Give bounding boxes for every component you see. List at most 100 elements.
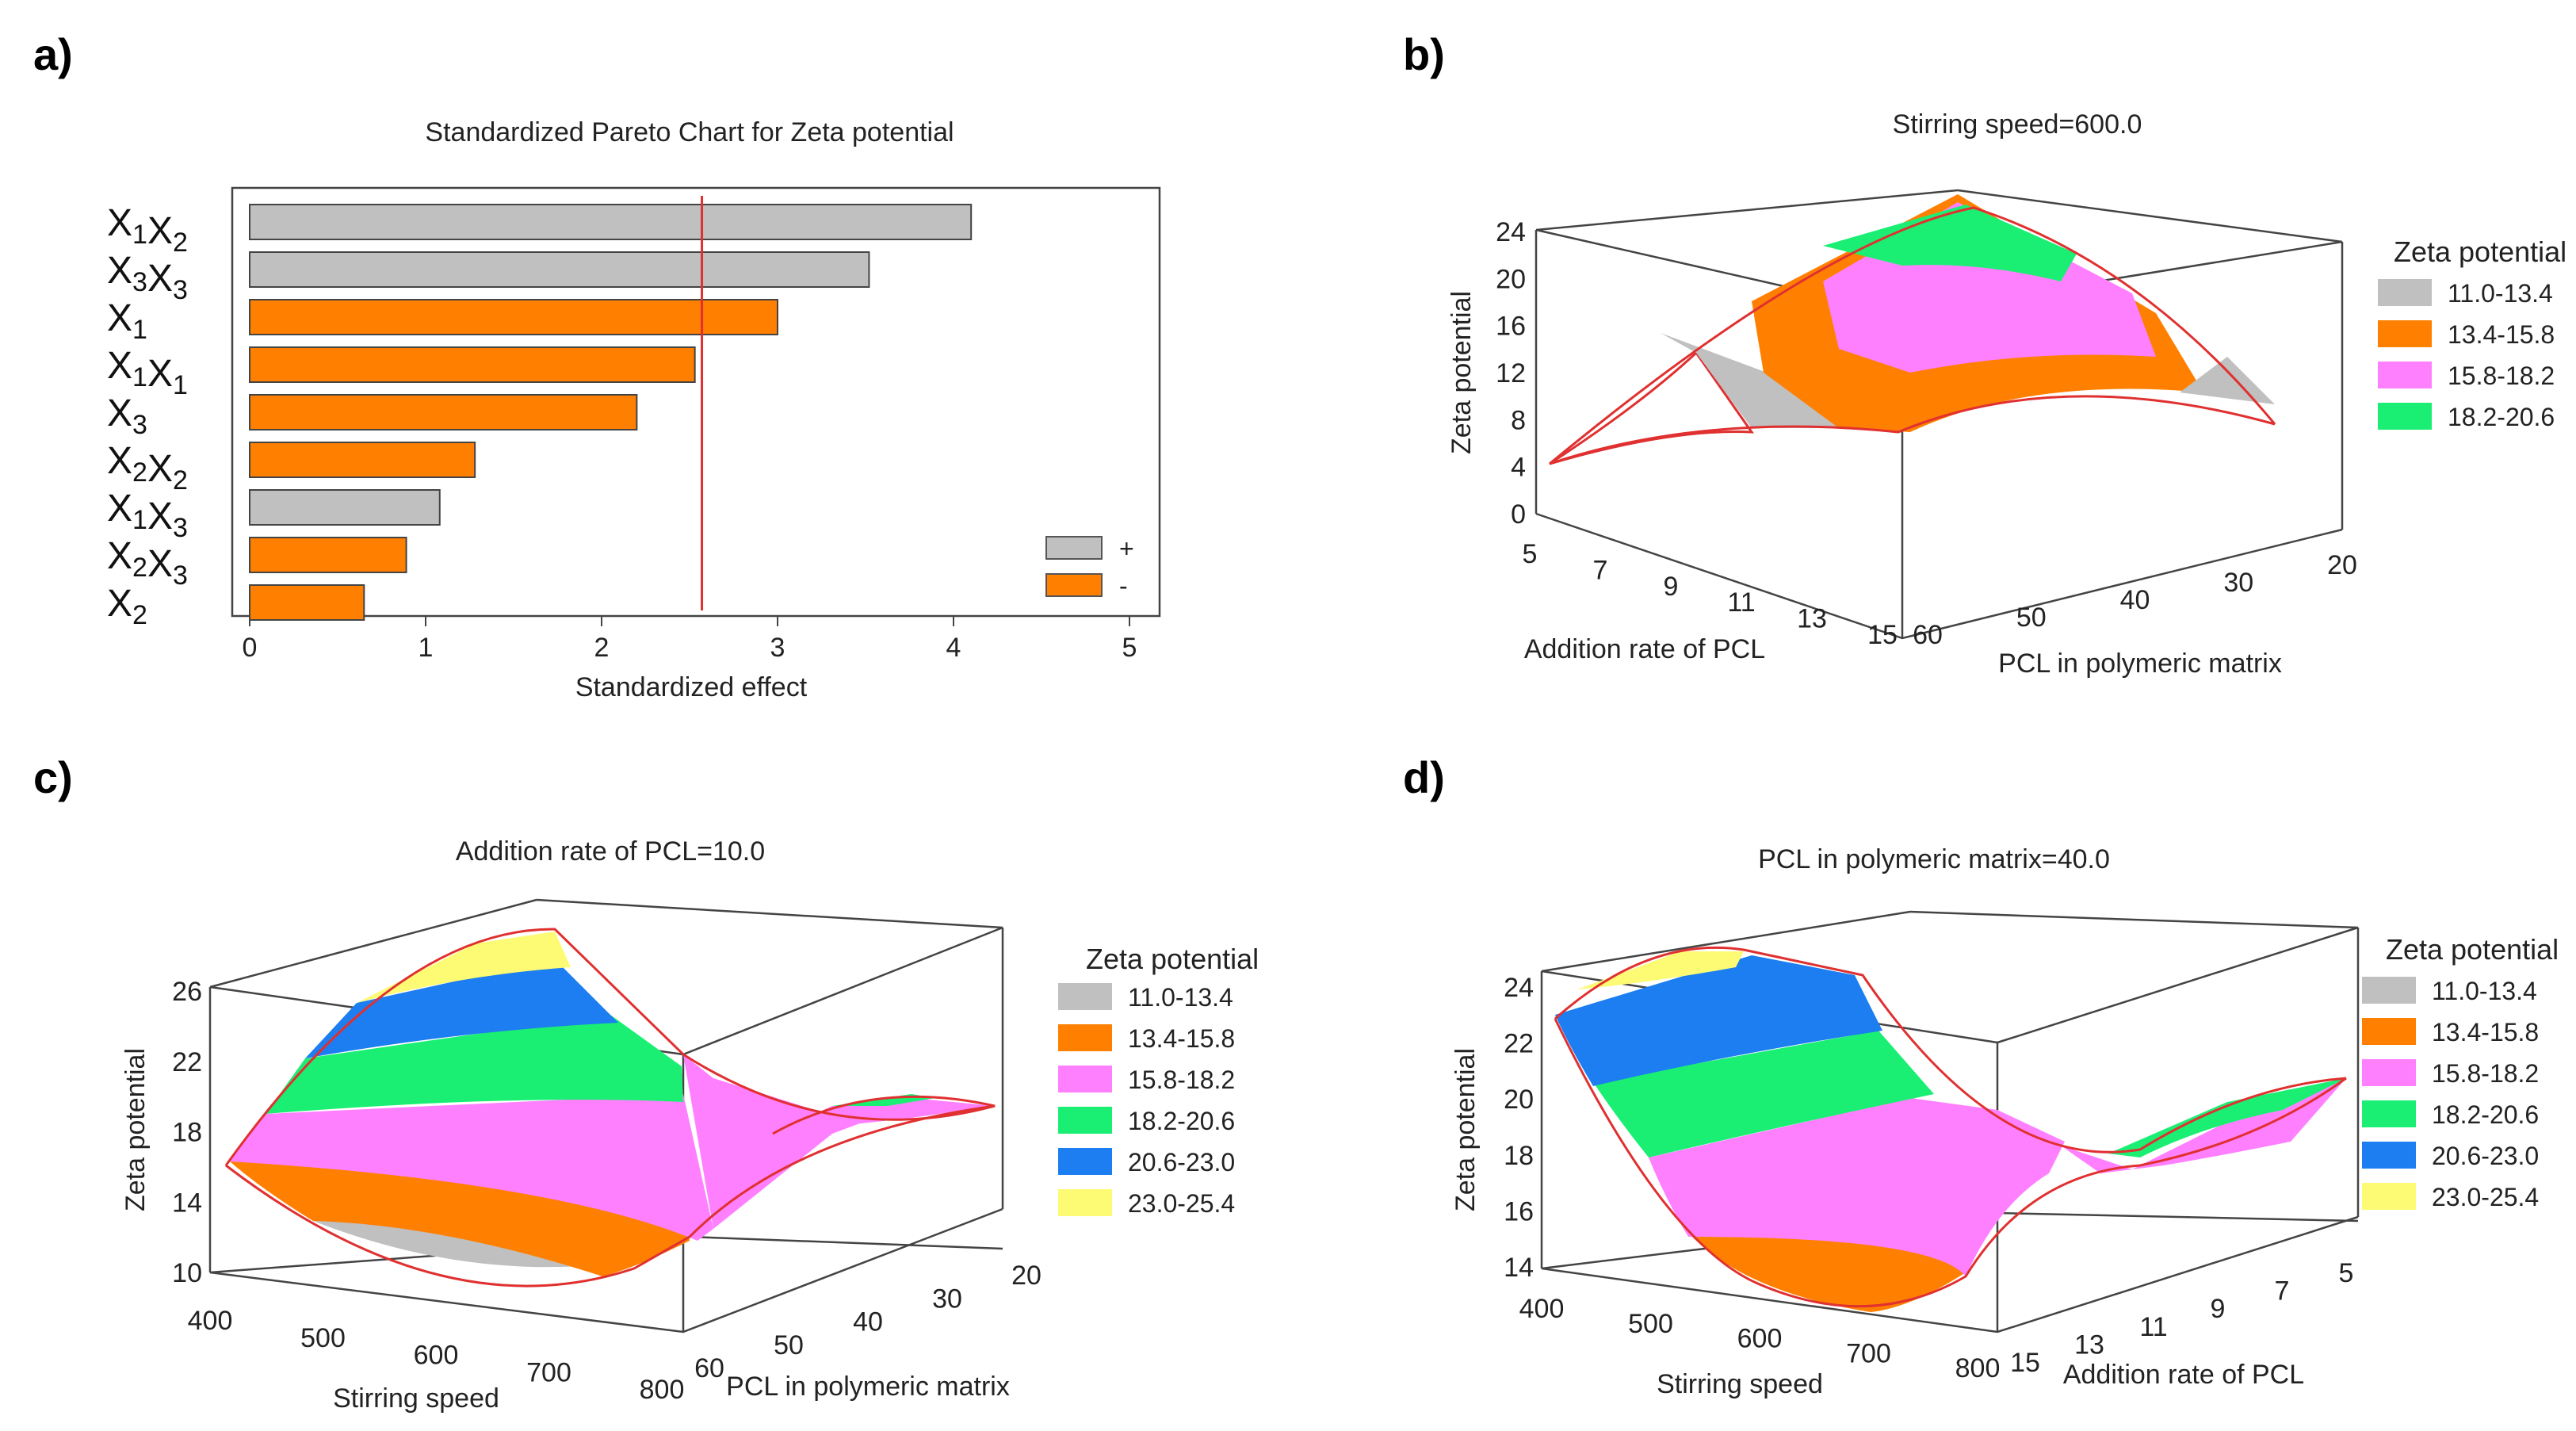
surface-d-legend: 11.0-13.4 13.4-15.8 15.8-18.2 18.2-20.6 20.6…: [2362, 977, 2539, 1211]
surface-c-patch-wing-magenta: [683, 1054, 896, 1229]
axis-tick-label: 20: [1496, 264, 1526, 294]
legend-swatch: [1058, 1024, 1112, 1051]
legend-swatch: [2362, 1018, 2416, 1045]
pareto-tick-label: 5: [1122, 633, 1137, 663]
pareto-bar: [249, 251, 870, 288]
panel-b: b) Stirring speed=600.0 Zeta potential 0…: [1403, 29, 2566, 679]
surface-d-title: PCL in polymeric matrix=40.0: [1758, 844, 2110, 874]
surface-b-floor-front: [1535, 512, 2343, 640]
surface-c-legend: 11.0-13.4 13.4-15.8 15.8-18.2 18.2-20.6 20.6…: [1058, 983, 1235, 1218]
legend-label: 13.4-15.8: [1128, 1024, 1235, 1053]
surface-b-patch-gray-right: [2180, 357, 2275, 404]
surface-b-top-right: [1957, 189, 2343, 243]
surface-d-ylabel: Addition rate of PCL: [2063, 1360, 2304, 1390]
legend-label: 11.0-13.4: [2432, 977, 2537, 1005]
surface-c-ylabel: PCL in polymeric matrix: [726, 1372, 1010, 1402]
axis-tick-label: 15: [1867, 620, 1898, 650]
pareto-legend-plus-swatch: [1045, 536, 1103, 560]
axis-tick-label: 11: [1727, 587, 1755, 618]
pareto-bar: [249, 346, 696, 383]
axis-tick-label: 30: [2223, 568, 2253, 598]
surface-c-yticks: 60 50 40 30 20: [694, 1261, 1041, 1383]
pareto-bar: [249, 299, 778, 335]
surface-d-bottom-outline: [1554, 1018, 2347, 1308]
surface-b-legend: 11.0-13.4 13.4-15.8 15.8-18.2 18.2-20.6: [2378, 279, 2555, 431]
pareto-tick-label: 2: [594, 633, 610, 663]
surface-c-patch-wing-tip: [773, 1098, 995, 1134]
axis-tick-label: 18: [172, 1118, 202, 1148]
surface-b-top-outline: [1549, 206, 2276, 465]
axis-tick-label: 5: [2339, 1258, 2354, 1288]
surface-d-floor-front: [1541, 1215, 2359, 1333]
pareto-category-label: X2X2: [107, 440, 188, 495]
pareto-category-label: X3: [107, 392, 147, 440]
axis-tick-label: 7: [2275, 1276, 2290, 1307]
pareto-category-label: X1X2: [107, 202, 188, 258]
pareto-category-label: X2X3: [107, 535, 188, 591]
axis-tick-label: 15: [2010, 1348, 2040, 1378]
axis-tick-label: 30: [932, 1284, 962, 1314]
surface-b-yticks: 60 50 40 30 20: [1913, 550, 2357, 650]
axis-tick-label: 7: [1593, 555, 1608, 585]
surface-d-top-left: [1541, 910, 1911, 973]
surface-b-surface: [1549, 194, 2276, 465]
axis-tick-label: 400: [188, 1306, 233, 1336]
surface-d-top-back: [1909, 910, 2359, 929]
axis-tick-label: 700: [1846, 1338, 1891, 1368]
surface-b-legend-title: Zeta potential: [2394, 235, 2566, 268]
axis-tick-label: 5: [1523, 539, 1538, 569]
axis-tick-label: 20: [1011, 1261, 1041, 1291]
axis-tick-label: 13: [2074, 1330, 2104, 1360]
surface-c-floor-back: [689, 1235, 1003, 1250]
pareto-plot-frame: [231, 186, 1161, 618]
axis-tick-label: 600: [1737, 1324, 1783, 1354]
axis-tick-label: 16: [1496, 312, 1526, 342]
surface-d-zticks: 14 16 18 20 22 24: [1504, 973, 1534, 1283]
legend-label: 11.0-13.4: [2448, 279, 2553, 308]
pareto-bars: [249, 204, 973, 621]
axis-tick-label: 400: [1519, 1294, 1565, 1324]
axis-tick-label: 14: [172, 1188, 202, 1218]
pareto-tick-label: 3: [770, 633, 785, 663]
surface-c-xticks: 400 500 600 700 800: [188, 1306, 685, 1405]
surface-b-patch-gray-left: [1661, 333, 1851, 428]
axis-tick-label: 500: [1628, 1309, 1673, 1339]
pareto-title: Standardized Pareto Chart for Zeta poten…: [425, 117, 954, 147]
legend-label: 11.0-13.4: [1128, 983, 1233, 1012]
legend-label: 20.6-23.0: [1128, 1148, 1235, 1177]
axis-tick-label: 10: [172, 1258, 202, 1288]
axis-tick-label: 13: [1797, 604, 1827, 634]
pareto-x-ticks: 0 1 2 3 4 5: [243, 616, 1137, 663]
legend-label: 15.8-18.2: [2448, 362, 2555, 390]
pareto-bar: [249, 584, 365, 621]
surface-b-xlabel: Addition rate of PCL: [1524, 634, 1765, 664]
legend-label: 15.8-18.2: [1128, 1066, 1235, 1094]
axis-tick-label: 60: [694, 1353, 724, 1383]
axis-tick-label: 60: [1913, 620, 1943, 650]
pareto-category-label: X1X3: [107, 488, 188, 543]
axis-tick-label: 50: [774, 1330, 804, 1360]
panel-b-letter: b): [1403, 29, 1445, 79]
surface-d-xticks: 400 500 600 700 800: [1519, 1294, 2001, 1383]
legend-swatch: [1058, 1107, 1112, 1134]
legend-label: 23.0-25.4: [2432, 1183, 2539, 1211]
surface-c-patch-green: [266, 1015, 683, 1114]
pareto-category-label: X2: [107, 583, 147, 630]
surface-b-xticks: 5 7 9 11 13 15: [1523, 539, 1898, 650]
axis-tick-label: 50: [2016, 603, 2047, 633]
surface-c-bottom-outline: [225, 1104, 996, 1288]
axis-tick-label: 9: [2211, 1294, 2226, 1324]
surface-b-title: Stirring speed=600.0: [1893, 109, 2142, 140]
legend-label: 18.2-20.6: [2448, 403, 2555, 431]
axis-tick-label: 22: [172, 1047, 202, 1077]
surface-d-zlabel: Zeta potential: [1450, 1048, 1481, 1211]
panel-d-letter: d): [1403, 752, 1445, 802]
surface-b-patch-white: [1549, 350, 1754, 465]
legend-swatch: [2362, 1100, 2416, 1127]
panel-c-letter: c): [33, 752, 73, 802]
panel-c: c) Addition rate of PCL=10.0: [33, 752, 1259, 1414]
surface-c-legend-title: Zeta potential: [1086, 943, 1259, 975]
surface-d-patch-wing-green: [2108, 1078, 2346, 1157]
surface-d-top-outline: [1554, 946, 2347, 1154]
